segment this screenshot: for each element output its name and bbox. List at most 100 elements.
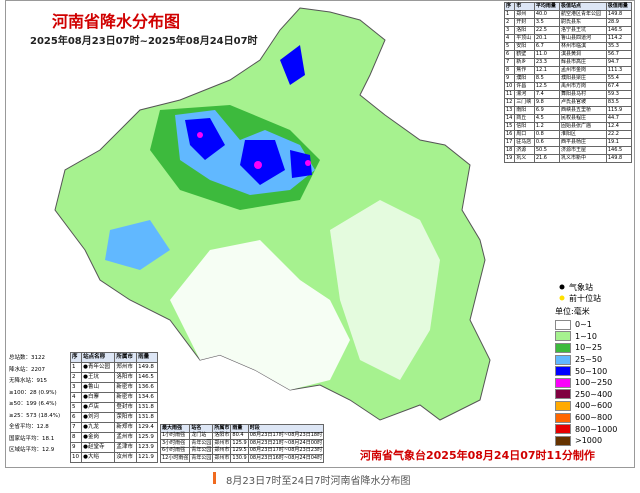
cell: 17 [503,138,516,147]
cell: 6.9 [533,106,560,115]
legend-item: 800~1000 [555,423,617,435]
cell: 22.5 [533,26,560,35]
cell: 8.5 [533,74,560,83]
cell: 6小时雨强 [159,446,191,455]
cell: 111.3 [605,66,633,75]
cell: 28.9 [605,18,633,27]
cell: 辉县市高庄 [558,58,607,67]
top10-table: 序站点名称 所属市 雨量 1 ●青年公园 郑州市 149.8 2 ●王坑 洛阳市 146.5 3 ●鲁山… [69,352,158,463]
cell: 汝州市 [114,452,138,463]
subtitle: 2025年08月23日07时~2025年08月24日07时 [30,36,258,47]
cell: 4.5 [533,114,560,123]
row: 19 巩义 21.6 巩义市新中 149.8 [503,154,633,163]
row: 2 开封 3.5 尉氏县东 28.9 [503,18,633,27]
cell: 新郑市 [114,422,138,433]
cell: ●卢店 [81,402,116,413]
cell: 08月23日21时~08月24日00时 [247,439,325,448]
unit-label: 单位:毫米 [555,307,590,316]
cell: 9 [503,74,516,83]
cell: 129.5 [230,446,249,455]
header-cell: 站点名称 [81,352,116,363]
cell: 荥阳市 [114,412,138,423]
header-row: 序站点名称 所属市 雨量 [69,352,158,363]
row: 5 安阳 6.7 林州市临淇 35.3 [503,42,633,51]
cell: 青年公园 [189,446,214,455]
cell: 洛宁县王坑 [558,26,607,35]
cell: 131.8 [136,412,158,423]
legend-swatch [555,354,571,365]
cell: 7.4 [533,90,560,99]
cell: 4 [503,34,516,43]
cell: 南阳 [514,106,535,115]
legend-swatch [555,342,571,353]
row: 6 鹤壁 11.0 淇县黄洞 56.7 [503,50,633,59]
cell: 10 [69,452,83,463]
cell: ●赵堂寺 [81,442,116,453]
cell: ●鲁山 [81,382,116,393]
legend-label: 1~10 [575,331,597,341]
heavy-rain-area [185,45,312,185]
cell: 9 [69,442,83,453]
header-row: 最大雨强 站名 所属市 雨量 时段 [159,424,325,433]
legend-label: 250~400 [575,389,613,399]
cell: 6.7 [533,42,560,51]
cell: 8 [503,66,516,75]
legend-label: 100~250 [575,378,613,388]
station-icon [559,284,565,290]
cell: 商丘 [514,114,535,123]
legend-label: >1000 [575,436,603,446]
cell: 漯河 [514,90,535,99]
cell: 16 [503,130,516,139]
header-cell: 雨量 [230,424,249,433]
stat: 全省平均：12.8 [9,424,49,430]
cell: 3 [503,26,516,35]
cell: 5 [69,402,83,413]
row: 4 ●白寨 新密市 134.6 [69,392,158,403]
cell: 鹤壁 [514,50,535,59]
row: 11 漯河 7.4 舞阳县马村 59.3 [503,90,633,99]
stat: ≥100：28 (0.9%) [9,389,57,396]
cell: 40.0 [533,10,560,19]
cell: 济源 [514,146,535,155]
cell: 146.5 [605,146,633,155]
cell: 0.6 [533,138,560,147]
header-cell: 平均雨量 [533,2,560,11]
cell: 巩义 [514,154,535,163]
cell: 14 [503,114,516,123]
cell: 民权县程庄 [558,114,607,123]
cell: 淮阳区 [558,130,607,139]
legend-swatch [555,389,571,400]
cell: 新密市 [114,382,138,393]
stat: 区域站平均：12.9 [9,447,55,453]
cell: 2 [503,18,516,27]
row: 3小时雨强 青年公园 郑州市 125.9 08月23日21时~08月24日00时 [159,439,325,448]
header-cell: 序 [503,2,516,11]
frame [5,0,635,468]
cell: 114.2 [605,34,633,43]
cell: ●大峪 [81,452,116,463]
row: 1 郑州 40.0 航空港区青年公园 149.8 [503,10,633,19]
legend-swatch [555,377,571,388]
header-cell: 所属市 [212,424,232,433]
cell: 濮阳县梁庄 [558,74,607,83]
row: 18 济源 50.5 济源市王屋 146.5 [503,146,633,155]
row: 3 洛阳 22.5 洛宁县王坑 146.5 [503,26,633,35]
cell: 西峡县五里桥 [558,106,607,115]
cell: 125.9 [230,439,249,448]
cell: 8 [69,432,83,443]
legend-swatch [555,400,571,411]
caption-marker [213,472,216,484]
cell: 1 [503,10,516,19]
header-cell: 所属市 [114,352,138,363]
cell: 149.8 [605,154,633,163]
cell: 3小时雨强 [159,439,191,448]
cell: 濮阳 [514,74,535,83]
row: 10 ●大峪 汝州市 121.9 [69,452,158,463]
cell: 123.9 [136,442,158,453]
cell: 孟津市 [114,442,138,453]
cell: 134.6 [136,392,158,403]
title: 河南省降水分布图 [52,12,181,31]
cell: 131.8 [136,402,158,413]
cell: 郑州市 [114,362,138,373]
